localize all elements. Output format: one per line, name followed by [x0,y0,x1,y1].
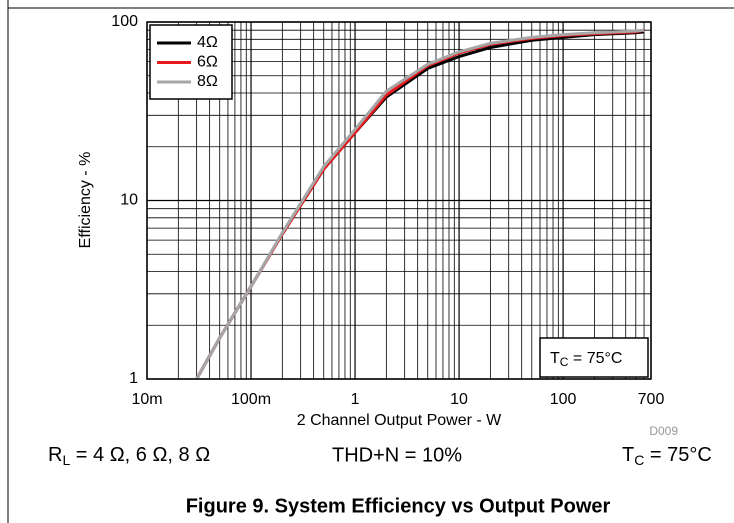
load-base: R [48,444,62,466]
y-tick-label: 100 [111,13,138,30]
load-rest: = 4 Ω, 6 Ω, 8 Ω [70,444,210,466]
y-tick-label: 10 [120,192,138,209]
figure-id: D009 [649,424,678,438]
caption: Figure 9. System Efficiency vs Output Po… [186,495,611,517]
legend-label: 4Ω [197,34,218,51]
annotation-base: T [550,350,560,367]
annotation: TC = 75°C [550,350,622,369]
condition-load: RL = 4 Ω, 6 Ω, 8 Ω [48,444,210,467]
temp-base: T [622,444,634,466]
condition-temp: TC = 75°C [622,444,712,467]
series-line [195,30,645,380]
legend: 4Ω 6Ω 8Ω [157,34,218,90]
load-sub: L [62,452,70,468]
legend-label: 6Ω [197,54,218,71]
temp-sub: C [634,452,644,468]
x-tick-label: 700 [638,391,665,408]
x-tick-label: 10m [131,391,162,408]
x-tick-label: 10 [450,391,468,408]
series-line [195,28,645,380]
lines [195,28,645,380]
x-tick-label: 1 [351,391,360,408]
plot-frame [146,21,652,380]
annotation-box [539,337,649,378]
annotation-rest: = 75°C [568,350,622,367]
x-axis-label: 2 Channel Output Power - W [297,412,502,429]
legend-label: 8Ω [197,73,218,90]
y-tick-label: 1 [129,370,138,387]
series-line [195,28,645,380]
condition-thd: THD+N = 10% [332,444,462,466]
x-tick-label: 100 [550,391,577,408]
x-tick-label: 100m [231,391,271,408]
temp-rest: = 75°C [644,444,711,466]
y-axis-label: Efficiency - % [77,152,94,249]
annotation-sub: C [560,355,569,369]
